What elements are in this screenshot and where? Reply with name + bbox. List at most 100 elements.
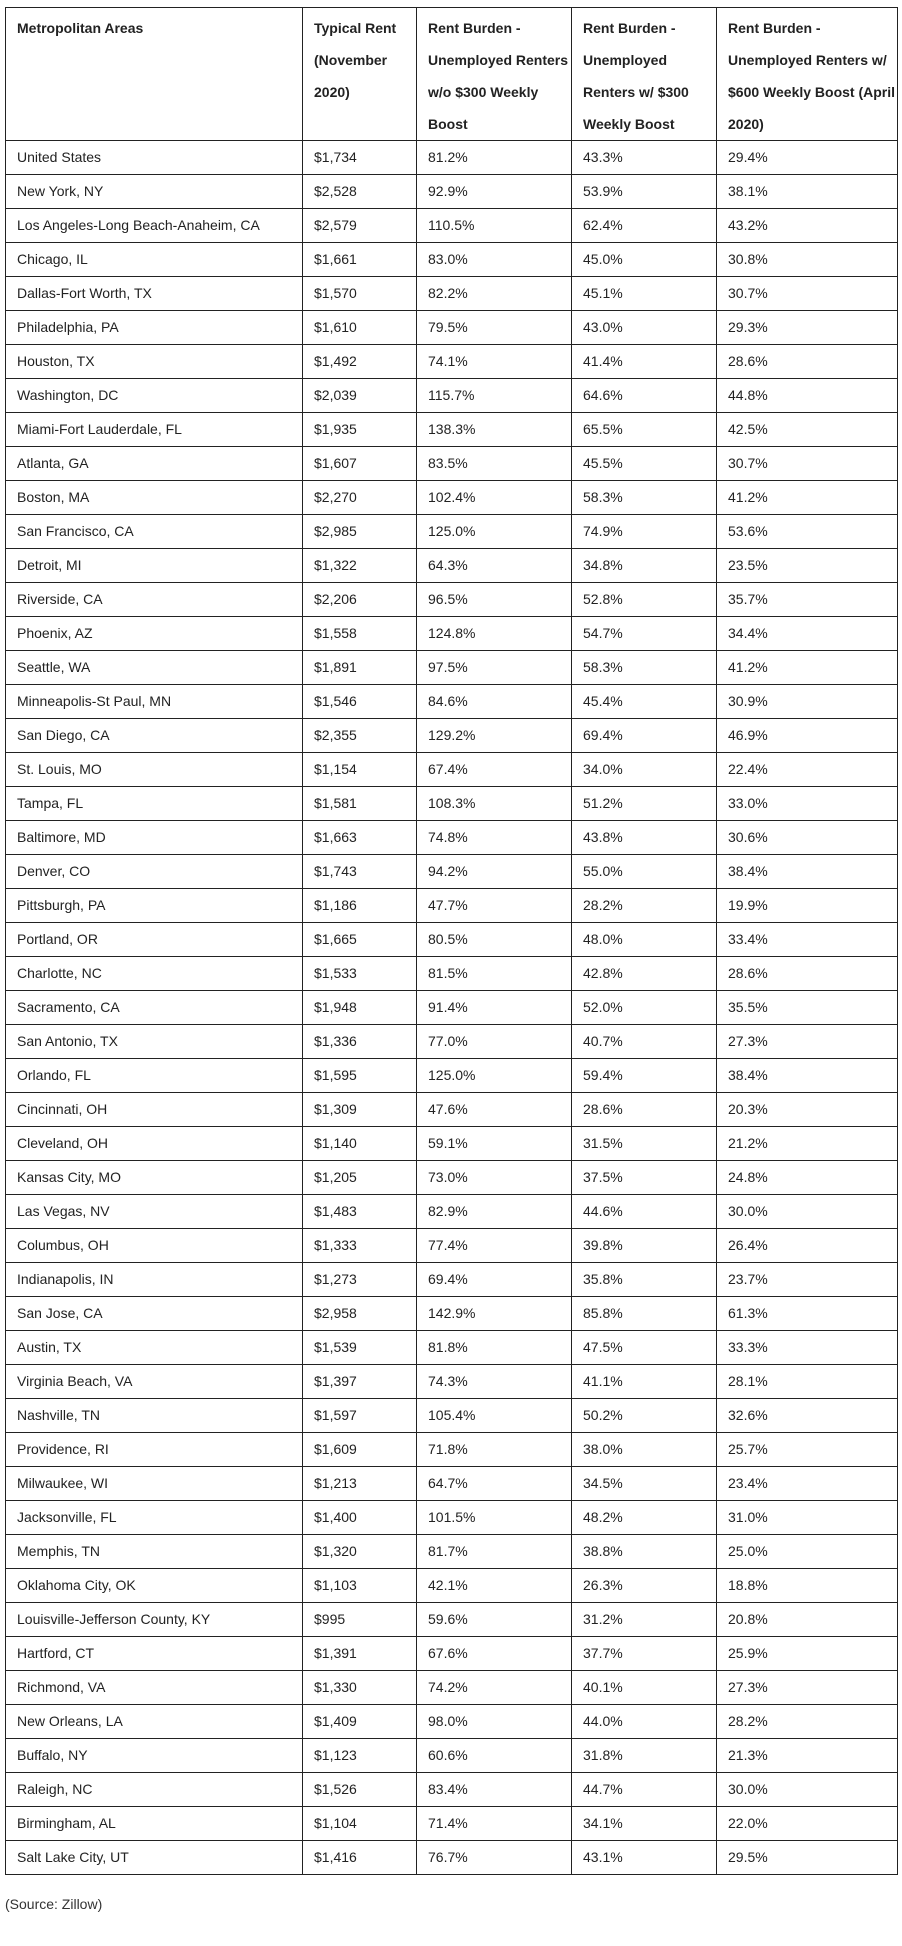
cell-typical-rent: $1,581: [302, 786, 417, 821]
cell-burden-300-boost: 45.1%: [571, 276, 717, 311]
cell-burden-600-boost: 23.4%: [716, 1466, 898, 1501]
cell-metro-area: Pittsburgh, PA: [5, 888, 303, 923]
cell-typical-rent: $1,205: [302, 1160, 417, 1195]
table-header: Metropolitan Areas Typical Rent (Novembe…: [5, 7, 898, 141]
table-row: Las Vegas, NV $1,483 82.9% 44.6% 30.0%: [5, 1194, 898, 1229]
cell-burden-no-boost: 142.9%: [416, 1296, 572, 1331]
cell-burden-600-boost: 25.9%: [716, 1636, 898, 1671]
cell-burden-300-boost: 44.6%: [571, 1194, 717, 1229]
cell-burden-600-boost: 23.7%: [716, 1262, 898, 1297]
cell-burden-300-boost: 31.2%: [571, 1602, 717, 1637]
cell-burden-600-boost: 28.1%: [716, 1364, 898, 1399]
cell-metro-area: Tampa, FL: [5, 786, 303, 821]
table-row: San Francisco, CA $2,985 125.0% 74.9% 53.6%: [5, 514, 898, 549]
cell-metro-area: Milwaukee, WI: [5, 1466, 303, 1501]
cell-burden-no-boost: 42.1%: [416, 1568, 572, 1603]
cell-burden-300-boost: 64.6%: [571, 378, 717, 413]
cell-burden-300-boost: 45.4%: [571, 684, 717, 719]
cell-burden-300-boost: 39.8%: [571, 1228, 717, 1263]
cell-typical-rent: $1,597: [302, 1398, 417, 1433]
cell-metro-area: Washington, DC: [5, 378, 303, 413]
cell-burden-600-boost: 30.6%: [716, 820, 898, 855]
cell-metro-area: Seattle, WA: [5, 650, 303, 685]
cell-typical-rent: $1,416: [302, 1840, 417, 1875]
cell-burden-no-boost: 71.4%: [416, 1806, 572, 1841]
cell-metro-area: Orlando, FL: [5, 1058, 303, 1093]
cell-burden-300-boost: 43.8%: [571, 820, 717, 855]
cell-burden-300-boost: 40.7%: [571, 1024, 717, 1059]
cell-burden-600-boost: 28.6%: [716, 956, 898, 991]
cell-metro-area: Houston, TX: [5, 344, 303, 379]
cell-metro-area: Kansas City, MO: [5, 1160, 303, 1195]
cell-typical-rent: $1,320: [302, 1534, 417, 1569]
cell-burden-no-boost: 102.4%: [416, 480, 572, 515]
table-row: Providence, RI $1,609 71.8% 38.0% 25.7%: [5, 1432, 898, 1467]
cell-burden-600-boost: 27.3%: [716, 1024, 898, 1059]
cell-burden-no-boost: 125.0%: [416, 514, 572, 549]
cell-burden-600-boost: 42.5%: [716, 412, 898, 447]
cell-burden-no-boost: 83.4%: [416, 1772, 572, 1807]
cell-burden-300-boost: 43.3%: [571, 140, 717, 175]
cell-burden-600-boost: 34.4%: [716, 616, 898, 651]
cell-burden-no-boost: 47.7%: [416, 888, 572, 923]
cell-typical-rent: $1,309: [302, 1092, 417, 1127]
cell-burden-no-boost: 67.4%: [416, 752, 572, 787]
cell-burden-no-boost: 105.4%: [416, 1398, 572, 1433]
cell-burden-600-boost: 20.3%: [716, 1092, 898, 1127]
cell-burden-300-boost: 59.4%: [571, 1058, 717, 1093]
cell-burden-no-boost: 91.4%: [416, 990, 572, 1025]
cell-burden-300-boost: 37.7%: [571, 1636, 717, 1671]
cell-burden-no-boost: 108.3%: [416, 786, 572, 821]
cell-metro-area: New York, NY: [5, 174, 303, 209]
cell-typical-rent: $1,533: [302, 956, 417, 991]
cell-burden-300-boost: 69.4%: [571, 718, 717, 753]
cell-metro-area: Dallas-Fort Worth, TX: [5, 276, 303, 311]
cell-burden-no-boost: 77.4%: [416, 1228, 572, 1263]
cell-burden-no-boost: 124.8%: [416, 616, 572, 651]
cell-burden-300-boost: 42.8%: [571, 956, 717, 991]
cell-burden-no-boost: 59.6%: [416, 1602, 572, 1637]
table-row: New Orleans, LA $1,409 98.0% 44.0% 28.2%: [5, 1704, 898, 1739]
table-row: Philadelphia, PA $1,610 79.5% 43.0% 29.3%: [5, 310, 898, 345]
cell-burden-600-boost: 33.0%: [716, 786, 898, 821]
cell-burden-300-boost: 62.4%: [571, 208, 717, 243]
cell-typical-rent: $1,333: [302, 1228, 417, 1263]
cell-metro-area: Austin, TX: [5, 1330, 303, 1365]
cell-typical-rent: $1,743: [302, 854, 417, 889]
cell-burden-no-boost: 82.2%: [416, 276, 572, 311]
header-metropolitan-areas: Metropolitan Areas: [5, 7, 303, 141]
cell-metro-area: Sacramento, CA: [5, 990, 303, 1025]
table-row: Boston, MA $2,270 102.4% 58.3% 41.2%: [5, 480, 898, 515]
cell-burden-600-boost: 26.4%: [716, 1228, 898, 1263]
cell-burden-600-boost: 41.2%: [716, 480, 898, 515]
cell-burden-300-boost: 26.3%: [571, 1568, 717, 1603]
cell-metro-area: Virginia Beach, VA: [5, 1364, 303, 1399]
cell-burden-300-boost: 51.2%: [571, 786, 717, 821]
cell-burden-600-boost: 32.6%: [716, 1398, 898, 1433]
cell-burden-600-boost: 30.0%: [716, 1194, 898, 1229]
cell-burden-300-boost: 48.0%: [571, 922, 717, 957]
table-row: Pittsburgh, PA $1,186 47.7% 28.2% 19.9%: [5, 888, 898, 923]
cell-typical-rent: $1,123: [302, 1738, 417, 1773]
cell-typical-rent: $2,206: [302, 582, 417, 617]
cell-typical-rent: $1,546: [302, 684, 417, 719]
cell-burden-300-boost: 28.2%: [571, 888, 717, 923]
cell-burden-300-boost: 43.0%: [571, 310, 717, 345]
cell-metro-area: San Antonio, TX: [5, 1024, 303, 1059]
cell-burden-600-boost: 25.0%: [716, 1534, 898, 1569]
cell-metro-area: New Orleans, LA: [5, 1704, 303, 1739]
cell-burden-no-boost: 125.0%: [416, 1058, 572, 1093]
table-body: United States $1,734 81.2% 43.3% 29.4% New Yo…: [5, 140, 898, 1875]
cell-typical-rent: $1,948: [302, 990, 417, 1025]
cell-burden-300-boost: 53.9%: [571, 174, 717, 209]
cell-typical-rent: $1,661: [302, 242, 417, 277]
cell-typical-rent: $1,935: [302, 412, 417, 447]
table-row: Atlanta, GA $1,607 83.5% 45.5% 30.7%: [5, 446, 898, 481]
rent-burden-table: Metropolitan Areas Typical Rent (Novembe…: [5, 7, 898, 1875]
cell-burden-no-boost: 81.5%: [416, 956, 572, 991]
cell-burden-600-boost: 23.5%: [716, 548, 898, 583]
cell-metro-area: Indianapolis, IN: [5, 1262, 303, 1297]
cell-burden-no-boost: 96.5%: [416, 582, 572, 617]
cell-burden-300-boost: 34.1%: [571, 1806, 717, 1841]
source-note: (Source: Zillow): [5, 1896, 103, 1912]
